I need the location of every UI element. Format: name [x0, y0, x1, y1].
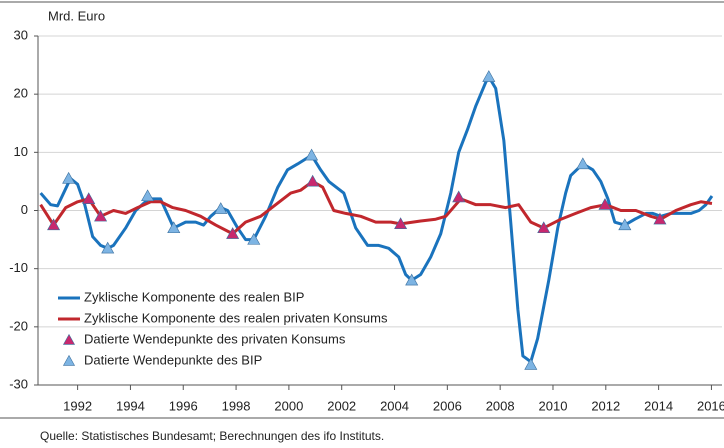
x-tick-label: 1996 — [169, 398, 198, 413]
turning-point — [226, 227, 240, 239]
y-tick-label: 10 — [14, 144, 28, 159]
y-axis-label: Mrd. Euro — [48, 8, 105, 23]
series-line — [39, 179, 713, 236]
turning-point — [94, 209, 108, 222]
y-tick-label: -20 — [9, 318, 28, 333]
turning-point — [141, 189, 155, 202]
legend-label: Zyklische Komponente des realen BIP — [84, 289, 304, 304]
turning-point — [247, 232, 261, 245]
turning-point — [452, 190, 466, 203]
turning-point — [576, 157, 590, 170]
turning-point — [537, 221, 551, 234]
turning-point — [306, 174, 320, 187]
turning-point — [62, 171, 76, 184]
legend-label: Datierte Wendepunkte des privaten Konsum… — [84, 331, 346, 346]
y-tick-label: 30 — [14, 27, 28, 42]
x-tick-label: 1992 — [63, 398, 92, 413]
x-tick-label: 2004 — [380, 398, 409, 413]
x-tick-label: 2010 — [539, 398, 568, 413]
turning-point — [82, 192, 96, 204]
legend-swatch — [62, 354, 76, 366]
x-tick-label: 2014 — [644, 398, 673, 413]
y-tick-label: 20 — [14, 86, 28, 101]
x-tick-label: 1994 — [116, 398, 145, 413]
y-tick-label: 0 — [21, 202, 28, 217]
turning-point — [598, 198, 612, 210]
source-note: Quelle: Statistisches Bundesamt; Berechn… — [40, 429, 384, 443]
turning-point — [214, 202, 228, 214]
turning-point — [405, 273, 419, 286]
turning-point — [47, 218, 61, 231]
turning-point — [394, 217, 408, 229]
turning-point — [167, 221, 181, 234]
legend-swatch — [62, 333, 76, 345]
turning-point — [524, 358, 538, 370]
x-tick-label: 2016 — [697, 398, 724, 413]
x-tick-label: 2008 — [486, 398, 515, 413]
turning-point — [618, 218, 632, 231]
x-tick-label: 1998 — [222, 398, 251, 413]
x-tick-label: 2006 — [433, 398, 462, 413]
legend-label: Datierte Wendepunkte des BIP — [84, 352, 262, 367]
y-tick-label: -10 — [9, 260, 28, 275]
x-tick-label: 2012 — [591, 398, 620, 413]
turning-point — [653, 212, 667, 225]
turning-point — [101, 241, 115, 254]
x-tick-label: 2000 — [274, 398, 303, 413]
legend-label: Zyklische Komponente des realen privaten… — [84, 310, 388, 325]
x-tick-label: 2002 — [327, 398, 356, 413]
turning-point — [482, 70, 496, 82]
turning-point — [305, 148, 319, 161]
y-tick-label: -30 — [9, 376, 28, 391]
